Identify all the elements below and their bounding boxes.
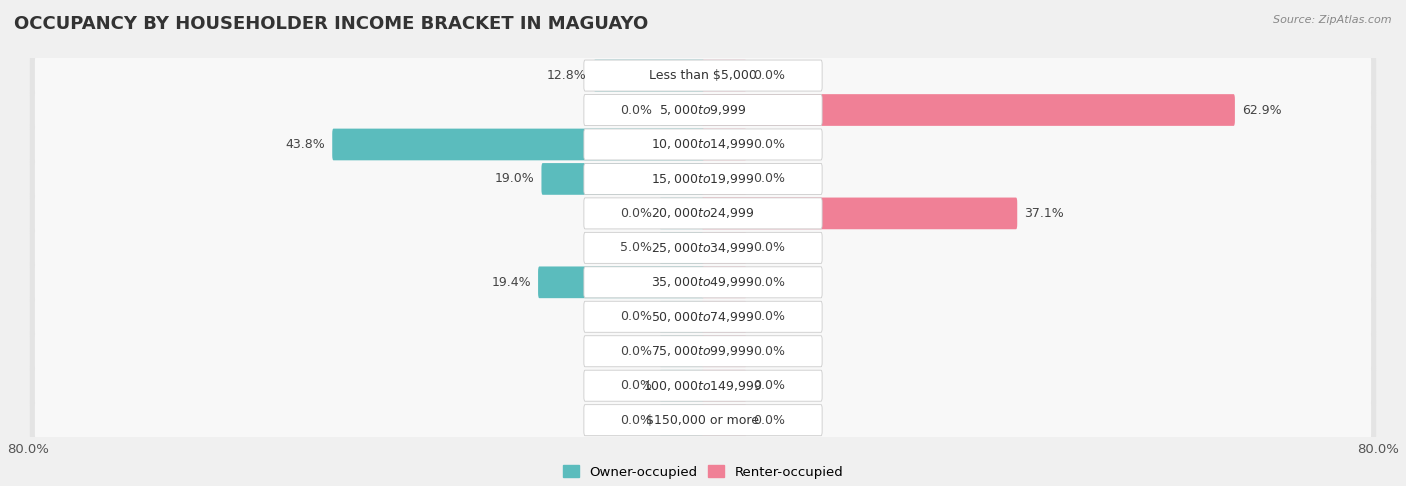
- FancyBboxPatch shape: [35, 158, 1371, 199]
- Text: $25,000 to $34,999: $25,000 to $34,999: [651, 241, 755, 255]
- Text: 0.0%: 0.0%: [620, 207, 652, 220]
- Text: 0.0%: 0.0%: [754, 345, 786, 358]
- FancyBboxPatch shape: [35, 55, 1371, 96]
- Text: $100,000 to $149,999: $100,000 to $149,999: [644, 379, 762, 393]
- FancyBboxPatch shape: [30, 119, 1376, 170]
- Text: $75,000 to $99,999: $75,000 to $99,999: [651, 344, 755, 358]
- FancyBboxPatch shape: [702, 197, 1018, 229]
- FancyBboxPatch shape: [583, 129, 823, 160]
- FancyBboxPatch shape: [35, 227, 1371, 268]
- Text: 0.0%: 0.0%: [754, 310, 786, 323]
- FancyBboxPatch shape: [583, 60, 823, 91]
- Text: 0.0%: 0.0%: [754, 173, 786, 186]
- Text: 12.8%: 12.8%: [547, 69, 586, 82]
- FancyBboxPatch shape: [583, 267, 823, 298]
- Text: 0.0%: 0.0%: [620, 414, 652, 427]
- FancyBboxPatch shape: [702, 129, 747, 160]
- FancyBboxPatch shape: [30, 50, 1376, 101]
- Text: $15,000 to $19,999: $15,000 to $19,999: [651, 172, 755, 186]
- Text: 0.0%: 0.0%: [754, 379, 786, 392]
- Text: $5,000 to $9,999: $5,000 to $9,999: [659, 103, 747, 117]
- Text: 0.0%: 0.0%: [754, 276, 786, 289]
- FancyBboxPatch shape: [35, 193, 1371, 234]
- Legend: Owner-occupied, Renter-occupied: Owner-occupied, Renter-occupied: [558, 460, 848, 484]
- FancyBboxPatch shape: [583, 301, 823, 332]
- FancyBboxPatch shape: [583, 336, 823, 367]
- FancyBboxPatch shape: [35, 400, 1371, 440]
- FancyBboxPatch shape: [30, 188, 1376, 239]
- FancyBboxPatch shape: [538, 266, 704, 298]
- Text: 0.0%: 0.0%: [620, 104, 652, 117]
- Text: 0.0%: 0.0%: [620, 310, 652, 323]
- Text: 0.0%: 0.0%: [754, 242, 786, 254]
- Text: 43.8%: 43.8%: [285, 138, 325, 151]
- FancyBboxPatch shape: [593, 60, 704, 91]
- Text: 0.0%: 0.0%: [620, 345, 652, 358]
- Text: OCCUPANCY BY HOUSEHOLDER INCOME BRACKET IN MAGUAYO: OCCUPANCY BY HOUSEHOLDER INCOME BRACKET …: [14, 15, 648, 33]
- FancyBboxPatch shape: [332, 129, 704, 160]
- Text: $20,000 to $24,999: $20,000 to $24,999: [651, 207, 755, 220]
- FancyBboxPatch shape: [659, 94, 704, 126]
- FancyBboxPatch shape: [702, 335, 747, 367]
- FancyBboxPatch shape: [30, 223, 1376, 273]
- FancyBboxPatch shape: [30, 291, 1376, 342]
- FancyBboxPatch shape: [35, 124, 1371, 165]
- FancyBboxPatch shape: [583, 370, 823, 401]
- FancyBboxPatch shape: [702, 94, 1234, 126]
- FancyBboxPatch shape: [30, 360, 1376, 411]
- FancyBboxPatch shape: [659, 301, 704, 332]
- Text: 19.4%: 19.4%: [491, 276, 531, 289]
- FancyBboxPatch shape: [702, 266, 747, 298]
- FancyBboxPatch shape: [583, 198, 823, 229]
- Text: 0.0%: 0.0%: [620, 379, 652, 392]
- Text: Less than $5,000: Less than $5,000: [650, 69, 756, 82]
- FancyBboxPatch shape: [583, 94, 823, 125]
- FancyBboxPatch shape: [702, 404, 747, 436]
- Text: $150,000 or more: $150,000 or more: [647, 414, 759, 427]
- Text: Source: ZipAtlas.com: Source: ZipAtlas.com: [1274, 15, 1392, 25]
- FancyBboxPatch shape: [30, 257, 1376, 308]
- FancyBboxPatch shape: [35, 296, 1371, 337]
- FancyBboxPatch shape: [702, 301, 747, 332]
- FancyBboxPatch shape: [30, 326, 1376, 377]
- Text: $10,000 to $14,999: $10,000 to $14,999: [651, 138, 755, 152]
- FancyBboxPatch shape: [35, 90, 1371, 130]
- FancyBboxPatch shape: [30, 85, 1376, 136]
- FancyBboxPatch shape: [702, 60, 747, 91]
- FancyBboxPatch shape: [659, 197, 704, 229]
- FancyBboxPatch shape: [30, 395, 1376, 446]
- FancyBboxPatch shape: [35, 331, 1371, 372]
- Text: 19.0%: 19.0%: [495, 173, 534, 186]
- Text: 0.0%: 0.0%: [754, 414, 786, 427]
- FancyBboxPatch shape: [583, 163, 823, 194]
- FancyBboxPatch shape: [702, 370, 747, 401]
- FancyBboxPatch shape: [541, 163, 704, 195]
- FancyBboxPatch shape: [659, 404, 704, 436]
- FancyBboxPatch shape: [702, 163, 747, 195]
- FancyBboxPatch shape: [659, 232, 704, 264]
- FancyBboxPatch shape: [35, 262, 1371, 303]
- Text: $35,000 to $49,999: $35,000 to $49,999: [651, 276, 755, 289]
- FancyBboxPatch shape: [659, 370, 704, 401]
- FancyBboxPatch shape: [583, 232, 823, 263]
- Text: $50,000 to $74,999: $50,000 to $74,999: [651, 310, 755, 324]
- Text: 0.0%: 0.0%: [754, 138, 786, 151]
- Text: 0.0%: 0.0%: [754, 69, 786, 82]
- Text: 37.1%: 37.1%: [1025, 207, 1064, 220]
- Text: 5.0%: 5.0%: [620, 242, 652, 254]
- FancyBboxPatch shape: [702, 232, 747, 264]
- FancyBboxPatch shape: [659, 335, 704, 367]
- Text: 62.9%: 62.9%: [1241, 104, 1282, 117]
- FancyBboxPatch shape: [583, 405, 823, 435]
- FancyBboxPatch shape: [30, 154, 1376, 205]
- FancyBboxPatch shape: [35, 365, 1371, 406]
